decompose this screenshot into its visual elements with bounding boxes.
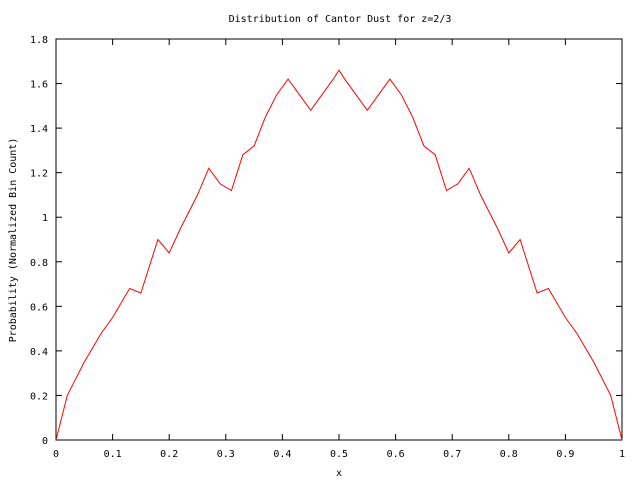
y-axis-label: Probability (Normalized Bin Count) xyxy=(8,138,19,343)
x-tick-label: 0.5 xyxy=(330,449,348,460)
y-tick-label: 0.8 xyxy=(30,258,48,269)
y-tick-label: 1.2 xyxy=(30,169,48,180)
y-tick-label: 1.8 xyxy=(30,35,48,46)
x-tick-label: 0.7 xyxy=(443,449,461,460)
x-tick-label: 0.8 xyxy=(500,449,518,460)
y-tick-label: 1 xyxy=(42,213,48,224)
x-tick-label: 0 xyxy=(53,449,59,460)
plot-frame xyxy=(55,38,623,441)
x-tick-label: 0.6 xyxy=(387,449,405,460)
series-layer xyxy=(55,69,623,441)
x-tick-label: 0.9 xyxy=(556,449,574,460)
x-axis-label: x xyxy=(336,468,342,479)
y-tick-label: 1.6 xyxy=(30,80,48,91)
chart-title: Distribution of Cantor Dust for z=2/3 xyxy=(229,14,452,25)
x-tick-label: 0.2 xyxy=(160,449,178,460)
ticks-layer: 0 0.1 0.2 0.3 0.4 0.5 0.6 0.7 0.8 0.9 1 0 0.2 0.4 0.6 0… xyxy=(30,35,625,460)
x-tick-label: 0.3 xyxy=(217,449,235,460)
x-tick-label: 1 xyxy=(619,449,625,460)
y-tick-label: 0.6 xyxy=(30,302,48,313)
x-tick-label: 0.1 xyxy=(104,449,122,460)
y-tick-label: 0.2 xyxy=(30,391,48,402)
y-tick-label: 0 xyxy=(42,436,48,447)
x-tick-label: 0.4 xyxy=(273,449,291,460)
y-tick-label: 0.4 xyxy=(30,347,48,358)
y-tick-label: 1.4 xyxy=(30,124,48,135)
series-line xyxy=(55,69,623,441)
